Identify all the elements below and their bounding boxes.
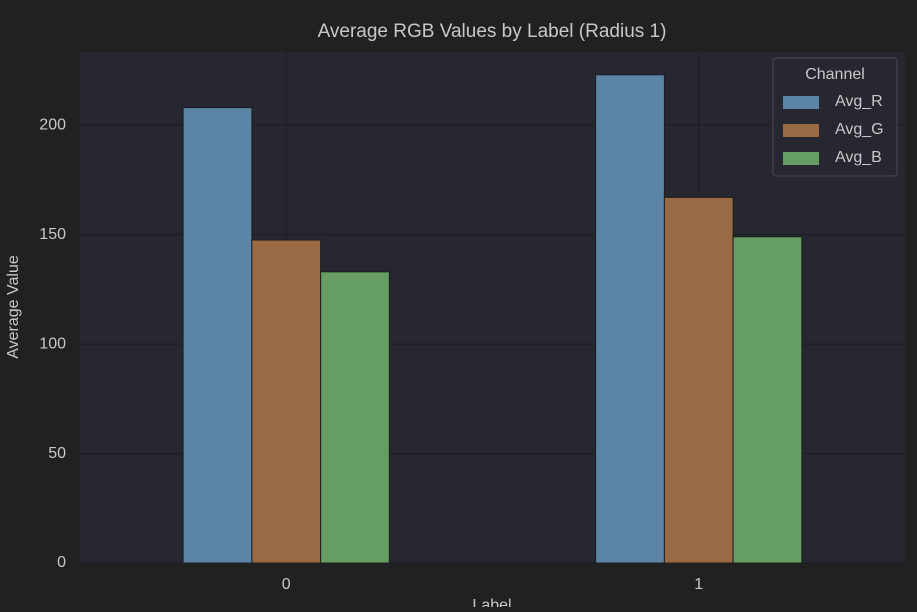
x-axis-label: Label — [472, 597, 511, 607]
y-tick-label: 150 — [39, 226, 66, 243]
legend-title: Channel — [805, 66, 865, 83]
legend-box — [772, 57, 898, 177]
bar — [182, 107, 253, 564]
legend-swatch — [783, 124, 819, 137]
bar — [251, 239, 322, 564]
legend-swatch — [783, 96, 819, 109]
legend-label: Avg_G — [835, 121, 884, 138]
legend-swatch — [783, 152, 819, 165]
bar — [732, 236, 803, 564]
legend-label: Avg_R — [835, 93, 883, 110]
legend: Channel Avg_R Avg_G Avg_B — [772, 57, 898, 177]
y-tick-label: 0 — [57, 554, 66, 571]
x-tick-label: 0 — [282, 576, 291, 593]
y-tick-label: 100 — [39, 335, 66, 352]
bar — [663, 196, 734, 564]
y-tick-label: 200 — [39, 116, 66, 133]
y-axis-label: Average Value — [5, 255, 22, 359]
bar — [595, 74, 665, 564]
y-tick-label: 50 — [48, 445, 66, 462]
x-tick-label: 1 — [694, 576, 703, 593]
bar — [320, 271, 390, 564]
chart-title: Average RGB Values by Label (Radius 1) — [318, 21, 667, 42]
legend-label: Avg_B — [835, 149, 882, 166]
